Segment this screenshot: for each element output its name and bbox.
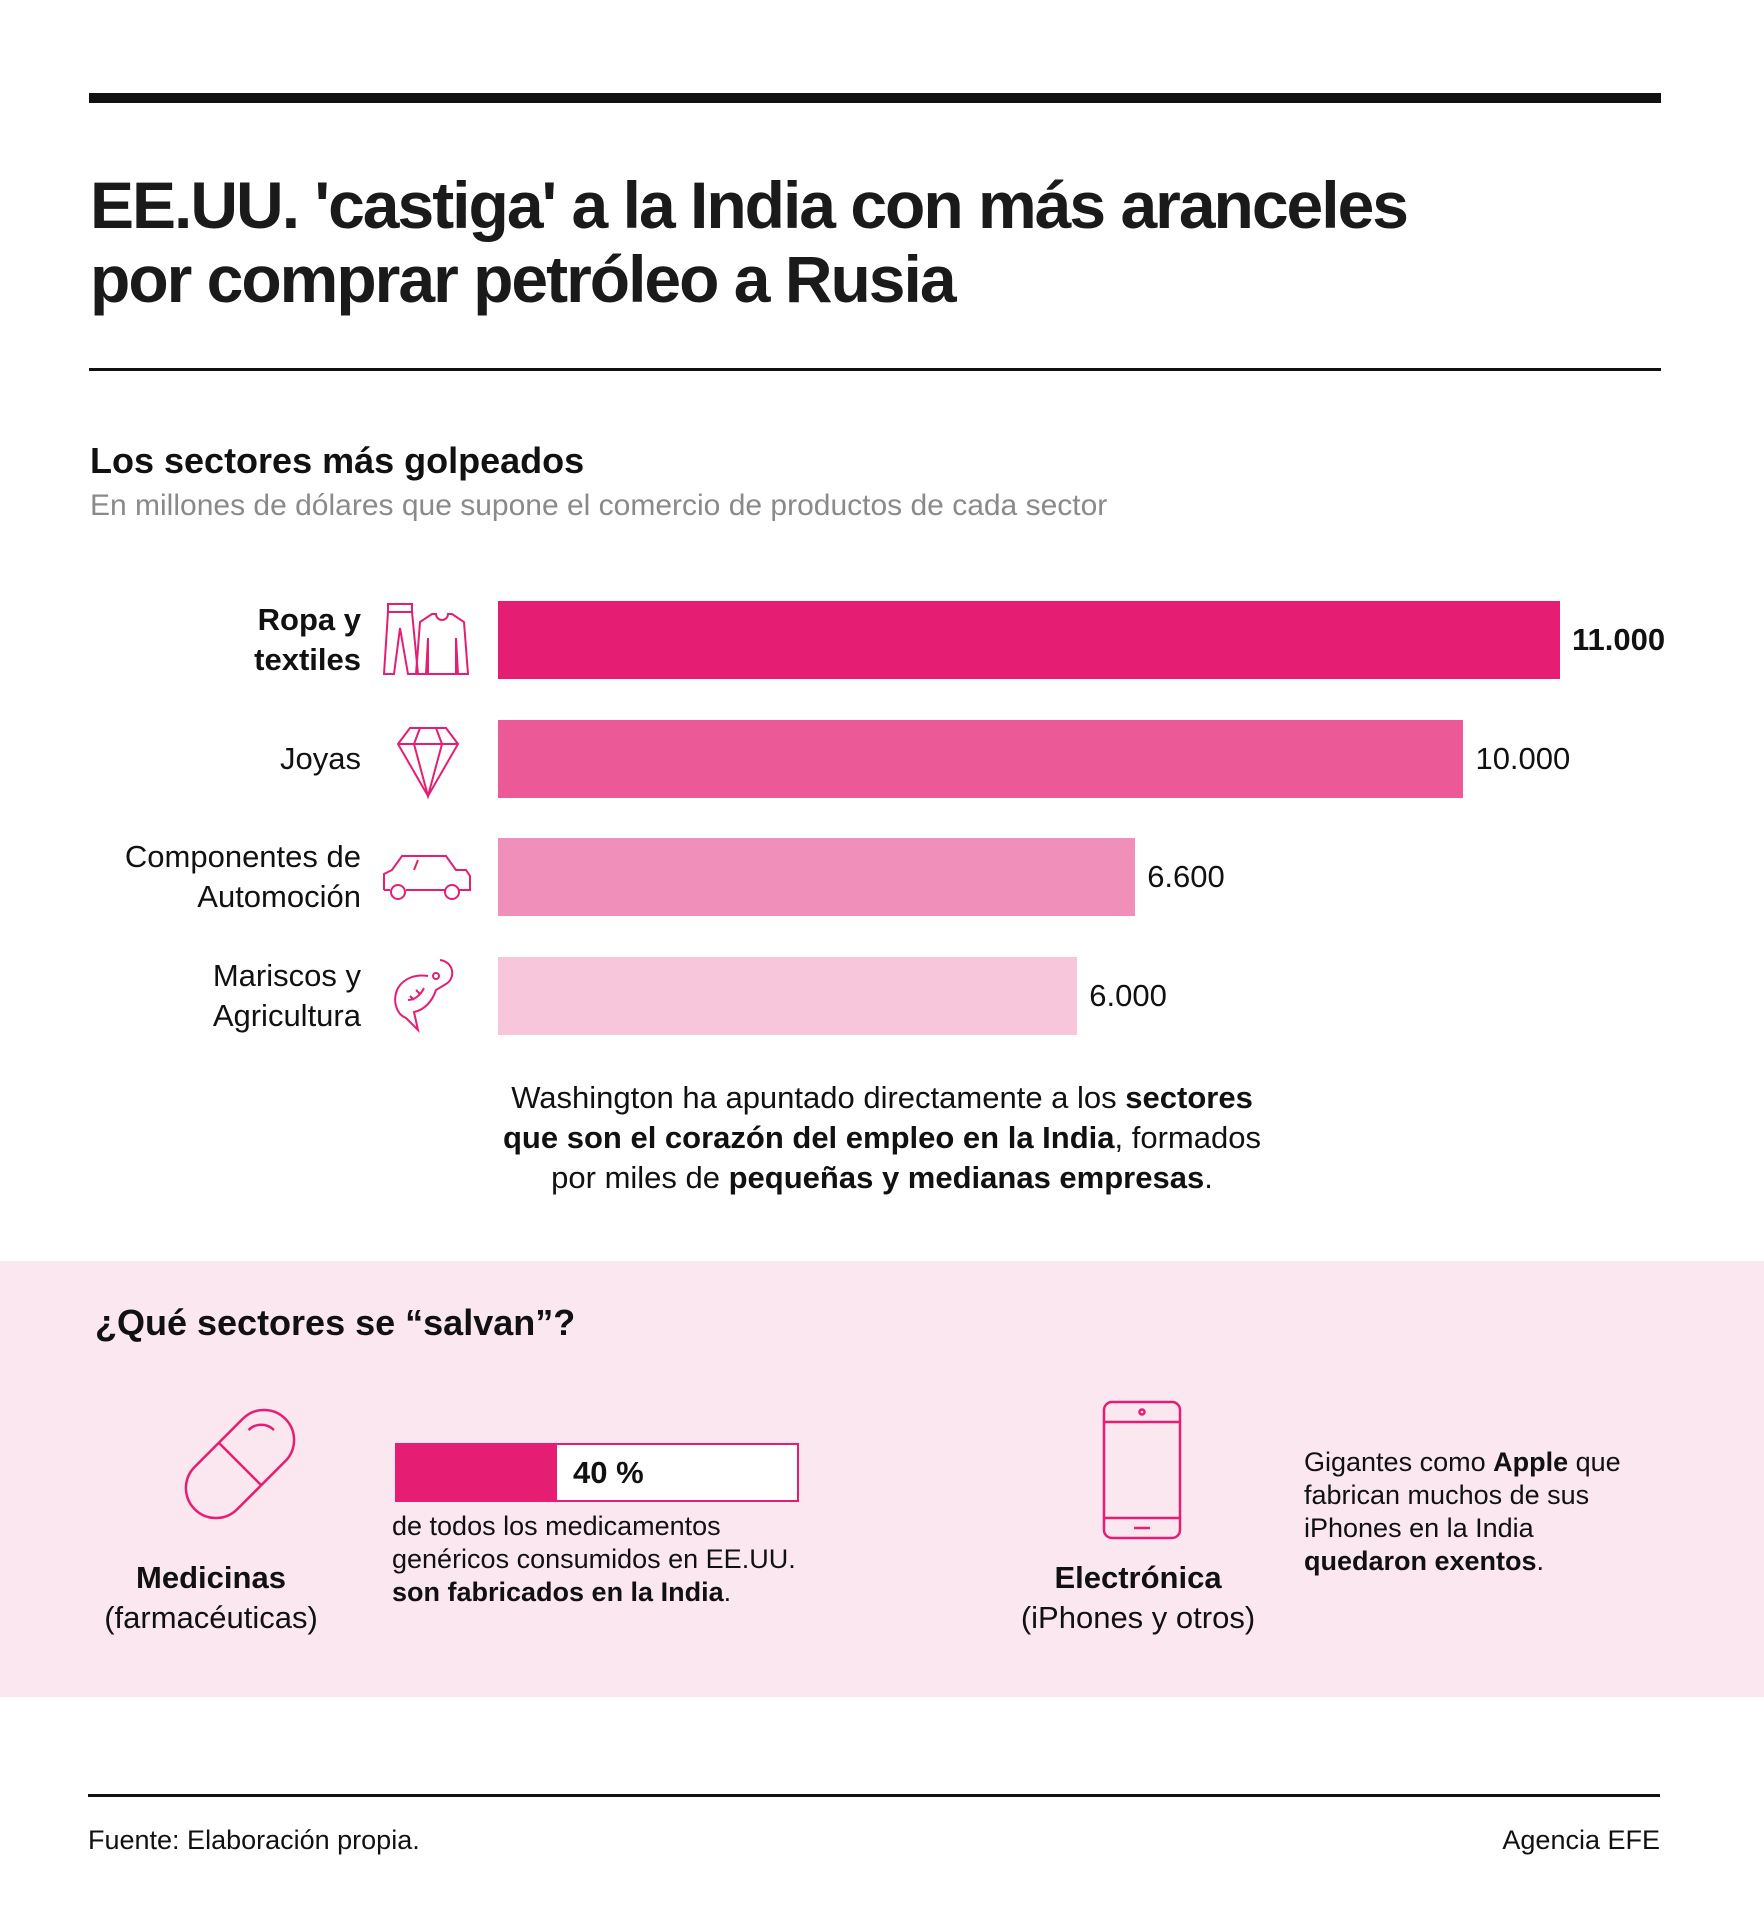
medicines-text: de todos los medicamentos genéricos cons… bbox=[392, 1510, 796, 1609]
electronics-text-line: Gigantes como bbox=[1304, 1447, 1494, 1477]
top-rule bbox=[89, 93, 1661, 103]
bar bbox=[498, 601, 1560, 679]
shrimp-icon bbox=[394, 959, 454, 1034]
electronics-text: Gigantes como Apple que fabrican muchos … bbox=[1304, 1446, 1621, 1578]
electronics-text-bold: Apple bbox=[1493, 1447, 1569, 1477]
value-label: 6.600 bbox=[1147, 859, 1225, 894]
annotation-bold: pequeñas y medianas empresas bbox=[728, 1160, 1205, 1195]
chart-title: Los sectores más golpeados bbox=[90, 440, 585, 481]
annotation-text: , formados bbox=[1114, 1120, 1261, 1155]
percent-bar-fill bbox=[397, 1445, 557, 1500]
annotation-text: Washington ha apuntado directamente a lo… bbox=[511, 1080, 1126, 1115]
electronics-text-bold: quedaron exentos bbox=[1304, 1546, 1537, 1576]
category-label-line: Automoción bbox=[197, 879, 361, 914]
category-label: Joyas bbox=[280, 739, 361, 779]
chart-annotation: Washington ha apuntado directamente a lo… bbox=[432, 1078, 1332, 1198]
medicines-text-bold: son fabricados en la India bbox=[392, 1577, 724, 1607]
page-title: EE.UU. 'castiga' a la India con más aran… bbox=[90, 168, 1409, 316]
category-label-line: Agricultura bbox=[212, 997, 361, 1033]
bar bbox=[498, 838, 1136, 916]
medicines-text-end: . bbox=[723, 1577, 732, 1607]
saved-sectors-title: ¿Qué sectores se “salvan”? bbox=[95, 1302, 576, 1343]
smartphone-icon bbox=[1102, 1400, 1182, 1540]
pill-icon bbox=[184, 1408, 296, 1520]
value-label: 6.000 bbox=[1089, 977, 1167, 1013]
car-icon bbox=[383, 855, 471, 900]
medicines-caption: Medicinas (farmacéuticas) bbox=[80, 1558, 342, 1638]
electronics-text-line: fabrican muchos de sus bbox=[1304, 1480, 1590, 1510]
electronics-text-line: que bbox=[1568, 1447, 1621, 1477]
value-label: 11.000 bbox=[1572, 622, 1666, 657]
chart-subtitle: En millones de dólares que supone el com… bbox=[90, 489, 1108, 522]
category-label-line: Mariscos y bbox=[212, 957, 361, 993]
medicines-text-line: de todos los medicamentos bbox=[392, 1511, 721, 1541]
bar bbox=[498, 956, 1078, 1035]
category-label: Ropa y textiles bbox=[254, 600, 361, 680]
category-label-line: Joyas bbox=[280, 740, 361, 776]
diamond-icon bbox=[396, 727, 460, 800]
title-line-1: EE.UU. 'castiga' a la India con más aran… bbox=[90, 168, 1409, 242]
category-label-line: Ropa y bbox=[257, 602, 361, 637]
medicines-detail: (farmacéuticas) bbox=[104, 1600, 318, 1635]
percent-label: 40 % bbox=[573, 1455, 644, 1490]
electronics-caption: Electrónica (iPhones y otros) bbox=[1000, 1558, 1276, 1638]
annotation-bold: sectores bbox=[1125, 1080, 1253, 1115]
clothes-icon bbox=[382, 603, 470, 675]
saved-sectors-panel bbox=[0, 1261, 1764, 1697]
value-label: 10.000 bbox=[1475, 740, 1571, 776]
electronics-text-end: . bbox=[1536, 1546, 1545, 1576]
medicines-name: Medicinas bbox=[136, 1560, 286, 1595]
annotation-text: por miles de bbox=[551, 1160, 729, 1195]
electronics-detail: (iPhones y otros) bbox=[1020, 1600, 1256, 1635]
category-label-line: textiles bbox=[254, 642, 361, 677]
annotation-text: . bbox=[1204, 1160, 1213, 1195]
footer-source: Fuente: Elaboración propia. bbox=[88, 1825, 420, 1855]
electronics-text-line: iPhones en la India bbox=[1304, 1513, 1534, 1543]
category-label: Componentes de Automoción bbox=[125, 837, 361, 917]
category-label-line: Componentes de bbox=[124, 839, 361, 874]
footer-credit: Agencia EFE bbox=[1502, 1825, 1660, 1855]
annotation-bold: que son el corazón del empleo en la Indi… bbox=[503, 1120, 1115, 1155]
medicines-text-line: genéricos consumidos en EE.UU. bbox=[392, 1544, 796, 1574]
footer-rule bbox=[88, 1794, 1660, 1797]
title-divider bbox=[89, 368, 1661, 371]
title-line-2: por comprar petróleo a Rusia bbox=[90, 242, 957, 316]
bar bbox=[498, 719, 1464, 798]
electronics-name: Electrónica bbox=[1054, 1560, 1222, 1595]
percent-bar: 40 % bbox=[395, 1443, 799, 1502]
category-label: Mariscos y Agricultura bbox=[213, 956, 361, 1036]
